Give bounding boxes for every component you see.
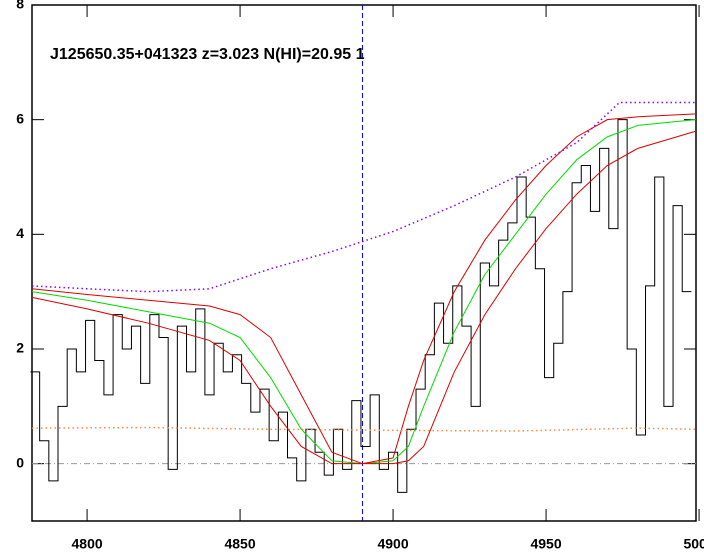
- x-tick-label: 4850: [224, 536, 255, 552]
- x-tick-label: 5000: [683, 536, 704, 552]
- y-tick-label: 0: [16, 454, 24, 470]
- series-line: [31, 101, 696, 293]
- series-line: [31, 130, 697, 465]
- series-line: [30, 119, 692, 493]
- chart-title: J125650.35+041323 z=3.023 N(HI)=20.95 1: [50, 46, 365, 63]
- x-tick-label: 4950: [530, 536, 561, 552]
- series-line: [31, 119, 697, 465]
- plot-frame: [31, 4, 697, 522]
- y-tick-label: 2: [16, 340, 24, 356]
- x-tick-label: 4900: [377, 536, 408, 552]
- x-tick-label: 4800: [72, 536, 103, 552]
- y-tick-label: 6: [16, 110, 24, 126]
- y-tick-label: 4: [16, 225, 24, 241]
- series-line: [31, 426, 697, 432]
- y-tick-label: 8: [16, 0, 24, 12]
- series-line: [31, 113, 697, 465]
